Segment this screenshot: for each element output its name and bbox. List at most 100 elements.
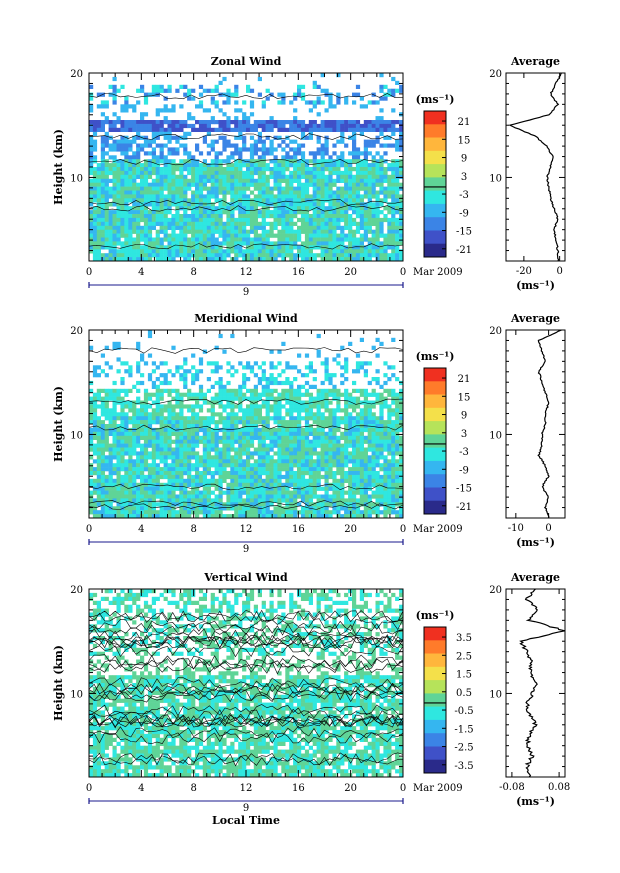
x-tick-label: 4: [138, 524, 144, 535]
colorbar-swatch: [424, 759, 446, 774]
colorbar-swatch: [424, 706, 446, 721]
profile-title: Average: [510, 571, 560, 584]
profile-x-tick-label: 0: [545, 523, 551, 534]
colorbar-unit: (ms⁻¹): [416, 350, 455, 363]
average-profile: Average 20 10 -10 0 (ms⁻¹): [489, 312, 566, 549]
x-tick-label: 0: [86, 524, 92, 535]
colorbar-swatch: [424, 653, 446, 668]
colorbar-tick-label: 0.5: [456, 688, 472, 699]
colorbar-tick-label: 3.5: [456, 633, 472, 644]
x-tick-label: 0: [400, 783, 406, 794]
panel-1: Zonal Wind Height (km) 20 10 0 4 8 12 16 20 0 9 Mar …: [52, 55, 566, 298]
x-tick-label: 20: [344, 783, 357, 794]
colorbar-swatch: [424, 421, 446, 435]
colorbar-swatch: [424, 177, 446, 192]
y-tick-label: 10: [70, 173, 83, 184]
colorbar-tick-label: -21: [456, 245, 472, 256]
x-tick-label: 0: [86, 267, 92, 278]
x-axis-label: Local Time: [212, 814, 280, 827]
y-axis-label: Height (km): [52, 386, 65, 462]
colorbar-tick-label: 2.5: [456, 651, 472, 662]
y-tick-label: 10: [70, 430, 83, 441]
colorbar-swatch: [424, 640, 446, 654]
colorbar-swatch: [424, 500, 446, 515]
profile-y-tick-label: 10: [489, 430, 502, 441]
heatmap-field: [89, 330, 404, 519]
profile-x-tick-label: -10: [508, 523, 524, 534]
colorbar-tick-label: 1.5: [456, 670, 472, 681]
colorbar-tick-label: -21: [456, 502, 472, 513]
colorbar-swatch: [424, 190, 446, 205]
profile-x-label: (ms⁻¹): [516, 279, 555, 292]
colorbar-tick-label: -2.5: [454, 743, 473, 754]
x-tick-label: 20: [344, 524, 357, 535]
x-tick-label: 0: [400, 524, 406, 535]
profile-title: Average: [510, 55, 560, 68]
colorbar-tick-label: -9: [459, 208, 469, 219]
colorbar-swatch: [424, 719, 446, 734]
average-profile: Average 20 10 -20 0(ms⁻¹): [489, 55, 566, 292]
chart-title: Vertical Wind: [203, 571, 288, 584]
colorbar-swatch: [424, 111, 446, 125]
panel-2: Meridional Wind Height (km) 20 10 0 4 8 12 16 20 0…: [52, 312, 566, 555]
colorbar-swatch: [424, 164, 446, 178]
x-tick-label: 20: [344, 267, 357, 278]
y-tick-label: 20: [70, 326, 83, 337]
date-day-label: 9: [243, 287, 249, 298]
colorbar-tick-label: -3.5: [454, 761, 473, 772]
date-day-label: 9: [243, 544, 249, 555]
profile-x-tick-label: -20: [516, 266, 532, 277]
colorbar-tick-label: 9: [461, 154, 467, 165]
profile-y-tick-label: 20: [489, 585, 502, 596]
x-tick-label: 16: [292, 267, 305, 278]
profile-x-tick-label: -0.08: [499, 782, 525, 793]
colorbar-unit: (ms⁻¹): [416, 609, 455, 622]
x-tick-label: 12: [240, 783, 253, 794]
colorbar-tick-label: 3: [461, 429, 467, 440]
colorbar-tick-label: 15: [458, 135, 471, 146]
profile-line: [537, 329, 562, 519]
profile-x-tick-label: 0: [556, 266, 562, 277]
profile-line: [519, 588, 566, 778]
colorbar-tick-label: 9: [461, 411, 467, 422]
date-label: Mar 2009: [413, 783, 463, 794]
contour-lines: [88, 347, 404, 510]
colorbar-swatch: [424, 627, 446, 641]
chart-title: Meridional Wind: [194, 312, 298, 325]
profile-x-label: (ms⁻¹): [516, 795, 555, 808]
colorbar-swatch: [424, 368, 446, 382]
colorbar-swatch: [424, 230, 446, 245]
colorbar-tick-label: -15: [456, 484, 472, 495]
colorbar-tick-label: 21: [458, 117, 471, 128]
colorbar-swatch: [424, 733, 446, 747]
profile-frame: [505, 588, 566, 778]
colorbar-swatch: [424, 137, 446, 152]
heatmap-field: [89, 589, 404, 778]
colorbar-tick-label: -15: [456, 227, 472, 238]
colorbar-tick-label: 21: [458, 374, 471, 385]
x-tick-label: 8: [190, 267, 196, 278]
profile-x-tick-label: 0.08: [548, 782, 570, 793]
colorbar-tick-label: -0.5: [454, 706, 473, 717]
y-tick-label: 20: [70, 585, 83, 596]
date-label: Mar 2009: [413, 267, 463, 278]
x-tick-label: 16: [292, 783, 305, 794]
colorbar-swatch: [424, 746, 446, 761]
x-tick-label: 12: [240, 267, 253, 278]
colorbar: (ms⁻¹)3.5 2.5 1.5 0.5 -0.5 -1.5 -2.5 -3.5: [416, 609, 474, 774]
colorbar-tick-label: 3: [461, 172, 467, 183]
y-tick-label: 20: [70, 69, 83, 80]
panel-3: Vertical Wind Height (km) 20 10 0 4 8 12 16 20 0 9 M…: [52, 571, 570, 827]
colorbar-swatch: [424, 203, 446, 218]
colorbar-swatch: [424, 693, 446, 708]
x-tick-label: 4: [138, 783, 144, 794]
colorbar-tick-label: 15: [458, 392, 471, 403]
x-tick-label: 0: [400, 267, 406, 278]
x-tick-label: 12: [240, 524, 253, 535]
colorbar-frame: [423, 367, 447, 515]
x-tick-label: 16: [292, 524, 305, 535]
colorbar-unit: (ms⁻¹): [416, 93, 455, 106]
colorbar-frame: [423, 110, 447, 258]
profile-x-label: (ms⁻¹): [516, 536, 555, 549]
y-axis-label: Height (km): [52, 129, 65, 205]
